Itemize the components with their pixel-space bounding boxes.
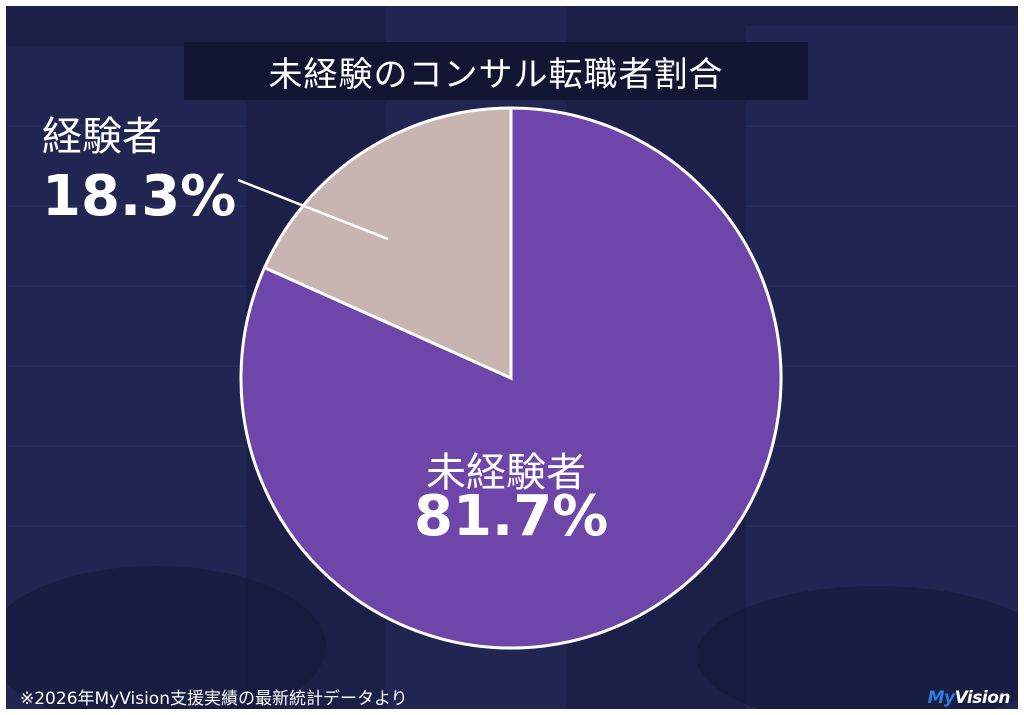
chart-title: 未経験のコンサル転職者割合 [184,42,808,100]
slice-label-experienced: 経験者 [42,114,162,160]
leader-line-experienced [237,178,389,241]
slice-value-inexperienced: 81.7% [414,484,609,549]
chart-panel: 未経験のコンサル転職者割合 経験者 18.3% 未経験者 81.7% ※2026… [6,6,1018,709]
pie-slice-experienced [262,106,513,381]
slice-label-inexperienced: 未経験者 [426,450,586,496]
brand-logo: MyVision [927,688,1011,708]
pie-chart [237,106,783,650]
footnote: ※2026年MyVision支援実績の最新統計データより [20,689,408,709]
logo-suffix: Vision [954,688,1011,708]
logo-prefix: My [927,688,956,708]
slice-value-experienced: 18.3% [42,164,237,229]
